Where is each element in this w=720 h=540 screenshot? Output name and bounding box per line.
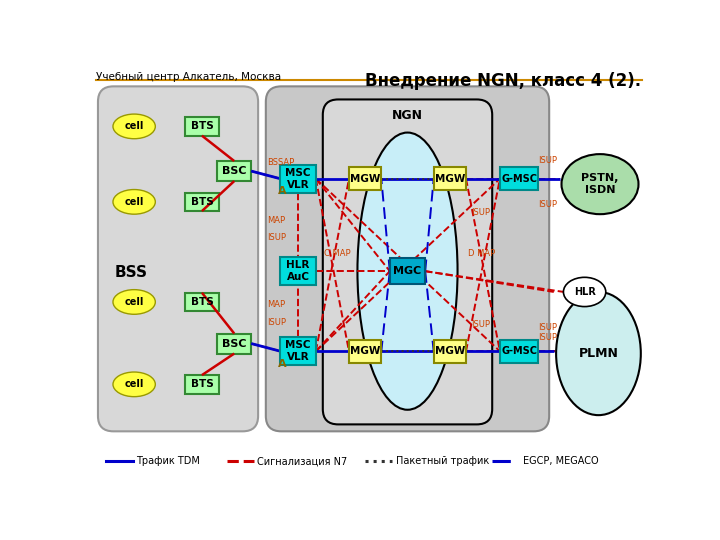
Text: ISUP: ISUP bbox=[539, 200, 557, 209]
Ellipse shape bbox=[113, 190, 156, 214]
Text: cell: cell bbox=[125, 379, 144, 389]
Text: MGW: MGW bbox=[350, 174, 380, 184]
FancyBboxPatch shape bbox=[349, 167, 382, 190]
Text: PLMN: PLMN bbox=[579, 347, 618, 360]
Text: BTS: BTS bbox=[191, 297, 213, 307]
Text: MGW: MGW bbox=[350, 346, 380, 356]
Ellipse shape bbox=[562, 154, 639, 214]
Text: NGN: NGN bbox=[392, 110, 423, 123]
FancyBboxPatch shape bbox=[185, 375, 219, 394]
FancyBboxPatch shape bbox=[433, 340, 466, 363]
Text: Сигнализация N7: Сигнализация N7 bbox=[257, 456, 348, 467]
Ellipse shape bbox=[113, 114, 156, 139]
Text: G-MSC: G-MSC bbox=[501, 346, 537, 356]
FancyBboxPatch shape bbox=[390, 258, 426, 284]
Text: D MAP: D MAP bbox=[467, 249, 495, 258]
Text: Пакетный трафик: Пакетный трафик bbox=[396, 456, 489, 467]
Text: MGC: MGC bbox=[393, 266, 422, 276]
Text: Внедрение NGN, класс 4 (2).: Внедрение NGN, класс 4 (2). bbox=[366, 72, 642, 91]
FancyBboxPatch shape bbox=[349, 340, 382, 363]
Text: BTS: BTS bbox=[191, 197, 213, 207]
Text: HLR
AuC: HLR AuC bbox=[287, 260, 310, 282]
Text: A: A bbox=[278, 186, 287, 196]
Text: ISUP: ISUP bbox=[539, 323, 557, 333]
Text: ISUP: ISUP bbox=[471, 208, 490, 217]
FancyBboxPatch shape bbox=[500, 340, 539, 363]
Ellipse shape bbox=[113, 289, 156, 314]
Text: C MAP: C MAP bbox=[323, 249, 350, 258]
FancyBboxPatch shape bbox=[217, 334, 251, 354]
Text: BSSAP: BSSAP bbox=[267, 158, 294, 167]
Text: MSC
VLR: MSC VLR bbox=[285, 340, 311, 362]
Text: ISUP: ISUP bbox=[267, 318, 287, 327]
Text: cell: cell bbox=[125, 297, 144, 307]
Text: BTS: BTS bbox=[191, 379, 213, 389]
FancyBboxPatch shape bbox=[281, 338, 316, 365]
Text: ISUP: ISUP bbox=[539, 334, 557, 342]
Text: Трафик TDM: Трафик TDM bbox=[137, 456, 200, 467]
FancyBboxPatch shape bbox=[185, 193, 219, 211]
Text: BSS: BSS bbox=[115, 265, 148, 280]
Text: MGW: MGW bbox=[435, 346, 465, 356]
FancyBboxPatch shape bbox=[98, 86, 258, 431]
Ellipse shape bbox=[113, 372, 156, 397]
FancyBboxPatch shape bbox=[185, 117, 219, 136]
Text: MAP: MAP bbox=[267, 215, 286, 225]
Text: BSC: BSC bbox=[222, 339, 246, 348]
Text: MAP: MAP bbox=[267, 300, 286, 309]
FancyBboxPatch shape bbox=[433, 167, 466, 190]
Text: MGW: MGW bbox=[435, 174, 465, 184]
Text: ISUP: ISUP bbox=[471, 320, 490, 329]
Text: PSTN,
ISDN: PSTN, ISDN bbox=[581, 173, 618, 195]
FancyBboxPatch shape bbox=[500, 167, 539, 190]
Ellipse shape bbox=[357, 132, 457, 410]
Text: HLR: HLR bbox=[574, 287, 595, 297]
Text: cell: cell bbox=[125, 122, 144, 131]
Ellipse shape bbox=[556, 292, 641, 415]
Text: ISUP: ISUP bbox=[267, 233, 287, 242]
Text: G-MSC: G-MSC bbox=[501, 174, 537, 184]
FancyBboxPatch shape bbox=[281, 165, 316, 193]
Text: A: A bbox=[278, 360, 287, 369]
FancyBboxPatch shape bbox=[323, 99, 492, 424]
FancyBboxPatch shape bbox=[266, 86, 549, 431]
Text: ISUP: ISUP bbox=[539, 157, 557, 165]
Text: MSC
VLR: MSC VLR bbox=[285, 168, 311, 190]
Ellipse shape bbox=[564, 278, 606, 307]
Text: EGCP, MEGACO: EGCP, MEGACO bbox=[523, 456, 598, 467]
FancyBboxPatch shape bbox=[217, 161, 251, 181]
Text: cell: cell bbox=[125, 197, 144, 207]
FancyBboxPatch shape bbox=[281, 257, 316, 285]
Text: BTS: BTS bbox=[191, 122, 213, 131]
Text: Учебный центр Алкатель, Москва: Учебный центр Алкатель, Москва bbox=[96, 72, 282, 83]
FancyBboxPatch shape bbox=[185, 293, 219, 311]
Text: BSC: BSC bbox=[222, 166, 246, 176]
